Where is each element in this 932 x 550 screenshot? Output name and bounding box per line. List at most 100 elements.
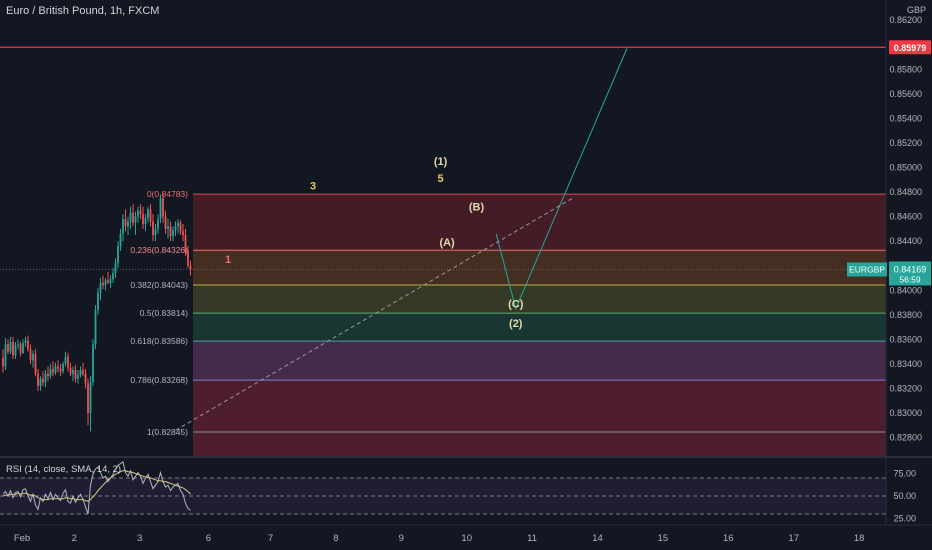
candle-body: [152, 221, 154, 235]
rsi-title[interactable]: RSI (14, close, SMA, 14, 2): [6, 464, 121, 475]
time-tick-label: 16: [723, 533, 734, 544]
candle-body: [7, 344, 9, 352]
time-tick-label: 18: [854, 533, 865, 544]
candle-body: [32, 354, 34, 361]
candle-body: [84, 373, 87, 384]
candle-body: [104, 280, 107, 286]
fib-zone: [193, 284, 886, 314]
rsi-tick-label: 50.00: [893, 491, 916, 501]
price-tick-label: 0.82800: [889, 433, 922, 443]
candle-body: [59, 368, 62, 372]
candle-body: [117, 246, 119, 264]
candle-body: [102, 282, 104, 286]
price-tick-label: 0.85200: [889, 138, 922, 148]
time-tick-label: 2: [72, 533, 77, 544]
fib-zone: [193, 380, 886, 433]
candle-body: [129, 212, 132, 222]
candle-body: [2, 357, 4, 367]
time-tick-label: 3: [137, 533, 142, 544]
rsi-pane[interactable]: RSI (14, close, SMA, 14, 2) 75.00 50.00 25.…: [0, 460, 916, 524]
time-tick-label: 15: [658, 533, 669, 544]
candle-body: [34, 354, 37, 374]
candle-body: [112, 273, 114, 280]
drawings[interactable]: [175, 48, 628, 431]
time-tick-label: 14: [592, 533, 603, 544]
candle-body: [179, 222, 182, 232]
fib-level-label: 0.5(0.83814): [140, 308, 188, 318]
candle-body: [137, 210, 139, 217]
candle-body: [52, 368, 54, 373]
rsi-tick-label: 25.00: [893, 514, 916, 524]
candle-body: [67, 356, 69, 368]
candle-body: [49, 368, 52, 377]
price-tick-label: 0.85600: [889, 89, 922, 99]
candle-body: [62, 363, 64, 372]
forecast-path-line[interactable]: [495, 48, 628, 311]
fib-level-label: 0.786(0.83268): [130, 375, 188, 385]
time-tick-label: 11: [527, 533, 537, 544]
candle-body: [177, 222, 179, 227]
candle-body: [87, 383, 89, 414]
time-axis[interactable]: Feb 2 3 6 7 8 9 10 11 14 15 16 17 18: [0, 524, 932, 550]
fib-level-label: 0.236(0.84326): [130, 245, 188, 255]
alert-price-label: 0.85979: [894, 43, 927, 53]
price-tick-label: 0.84800: [889, 187, 922, 197]
candle-body: [99, 282, 102, 293]
alert-price-badge[interactable]: [889, 40, 931, 55]
trend-line[interactable]: [175, 196, 575, 431]
candle-body: [184, 235, 187, 251]
price-tick-label: 0.83000: [889, 408, 922, 418]
candle-body: [162, 198, 164, 217]
wave-label: 1: [225, 254, 231, 266]
candle-body: [24, 340, 27, 344]
candle-body: [139, 210, 142, 215]
fib-level-label: 0(0.84783): [147, 189, 188, 199]
candle-body: [64, 356, 67, 364]
fib-zone: [193, 432, 886, 456]
candle-body: [57, 366, 59, 369]
candle-body: [132, 212, 134, 223]
candle-body: [109, 279, 112, 283]
symbol-badge[interactable]: [847, 262, 887, 277]
candle-body: [134, 216, 137, 223]
rsi-line: [2, 460, 191, 515]
candle-body: [157, 219, 159, 229]
candle-body: [187, 250, 189, 266]
price-tick-label: 0.83200: [889, 383, 922, 393]
candle-body: [72, 370, 74, 374]
candle-body: [174, 226, 177, 231]
candle-body: [22, 343, 24, 353]
candle-body: [77, 374, 79, 379]
price-axis[interactable]: 0.86200 0.85800 0.85600 0.85400 0.85200 0.850…: [847, 15, 931, 443]
wave-label: 5: [437, 173, 443, 185]
symbol-title[interactable]: Euro / British Pound, 1h, FXCM: [6, 5, 160, 17]
time-tick-label: 9: [399, 533, 404, 544]
candle-body: [19, 344, 22, 353]
price-tick-label: 0.83400: [889, 359, 922, 369]
candle-body: [39, 378, 42, 387]
fibonacci-retracement[interactable]: 0(0.84783) 0.236(0.84326) 0.382(0.84043) 0.…: [130, 189, 886, 456]
candle-body: [164, 216, 167, 229]
fib-level-label: 0.382(0.84043): [130, 280, 188, 290]
candle-body: [182, 231, 184, 235]
price-tick-label: 0.83600: [889, 334, 922, 344]
candle-body: [149, 209, 152, 222]
time-tick-label: 6: [206, 533, 211, 544]
candle-body: [74, 370, 77, 379]
fib-zone: [193, 313, 886, 342]
fib-zone: [193, 250, 886, 285]
candle-body: [89, 382, 92, 414]
candle-body: [69, 367, 72, 374]
fib-zone: [193, 341, 886, 381]
currency-label: GBP: [906, 5, 926, 15]
candle-body: [172, 230, 174, 237]
candle-body: [82, 370, 84, 374]
wave-label: 3: [310, 181, 316, 193]
price-tick-label: 0.86200: [889, 15, 922, 25]
candle-body: [94, 309, 97, 345]
candle-body: [47, 373, 49, 377]
last-price-badge[interactable]: [889, 261, 931, 286]
price-tick-label: 0.84400: [889, 236, 922, 246]
